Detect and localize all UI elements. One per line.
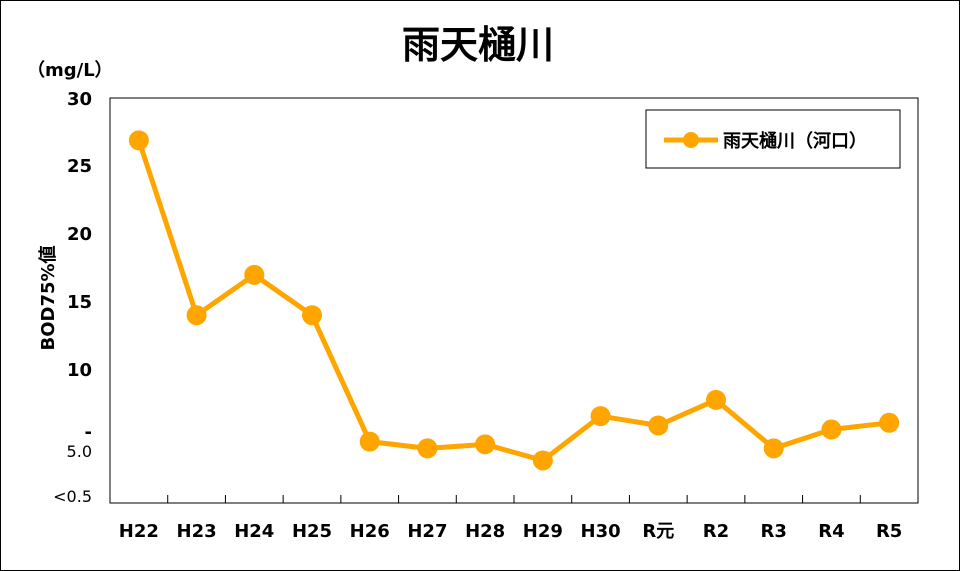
data-point: [590, 406, 611, 427]
x-tick-label: H28: [465, 521, 505, 542]
x-tick-label: H29: [523, 521, 563, 542]
y-tick-label: <0.5: [53, 487, 92, 506]
legend-marker-swatch: [683, 132, 699, 148]
x-tick-label: R3: [761, 521, 787, 542]
data-point: [532, 450, 553, 471]
series-line: [136, 139, 890, 463]
x-tick-labels: H22 H23 H24 H25 H26 H27 H28 H29 H30 R元 R2 R3 R4 R5: [119, 521, 903, 542]
x-tick-label: R元: [642, 521, 674, 542]
y-tick-label: 10: [67, 360, 92, 381]
y-tick-label: 20: [67, 224, 92, 245]
y-tick-label: 5.0: [67, 442, 92, 461]
data-point: [706, 389, 726, 410]
series-points: [128, 130, 900, 471]
unit-label: （mg/L）: [27, 60, 113, 81]
x-tick-label: R4: [818, 521, 844, 542]
x-tick-label: R2: [703, 521, 729, 542]
y-tick-label: -: [85, 422, 92, 443]
y-tick-label: 30: [67, 89, 92, 110]
x-tick-label: H27: [407, 521, 447, 542]
y-tick-label: 15: [67, 292, 92, 313]
x-tick-label: H24: [234, 521, 274, 542]
x-tick-label: H22: [119, 521, 159, 542]
data-point: [763, 438, 784, 459]
data-point: [417, 438, 438, 459]
data-point: [475, 434, 496, 455]
data-point: [302, 305, 322, 326]
legend-label: 雨天樋川（河口）: [723, 130, 867, 152]
chart-title: 雨天樋川: [402, 23, 554, 67]
x-tick-label: H23: [177, 521, 217, 542]
y-tick-label: 25: [67, 156, 92, 177]
y-axis-label: BOD75%値: [37, 245, 59, 350]
x-tick-label: H25: [292, 521, 332, 542]
data-point: [186, 305, 207, 326]
legend: 雨天樋川（河口）: [645, 109, 901, 169]
x-tick-label: H26: [350, 521, 390, 542]
data-point: [244, 264, 265, 285]
x-tick-label: R5: [876, 521, 902, 542]
data-point: [128, 130, 149, 151]
x-tick-label: H30: [581, 521, 621, 542]
data-point: [359, 431, 380, 452]
x-tick-marks: [167, 495, 861, 503]
data-point: [648, 415, 669, 436]
y-tick-labels: 30 25 20 15 10 -5.0 <0.5: [53, 89, 92, 506]
data-point: [821, 419, 842, 440]
data-point: [879, 412, 900, 433]
